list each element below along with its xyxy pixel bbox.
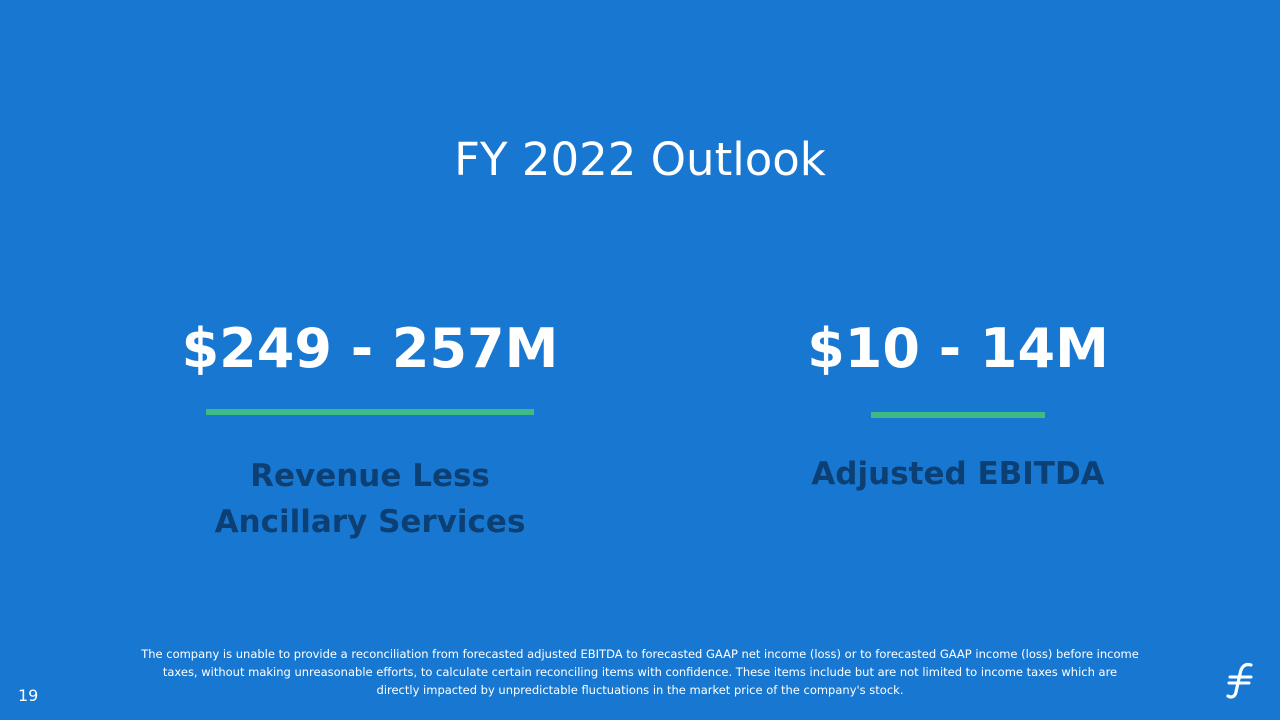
revenue-metric: $249 - 257M Revenue Less Ancillary Servi… (150, 318, 590, 545)
slide-title: FY 2022 Outlook (454, 133, 826, 186)
company-logo-icon (1224, 660, 1258, 700)
revenue-label: Revenue Less Ancillary Services (214, 458, 526, 540)
logo-mark-icon (1226, 662, 1253, 699)
ebitda-metric: $10 - 14M Adjusted EBITDA (778, 318, 1138, 497)
revenue-divider (206, 409, 534, 415)
footnote: The company is unable to provide a recon… (141, 647, 1139, 697)
ebitda-divider (871, 412, 1045, 418)
ebitda-value: $10 - 14M (807, 317, 1109, 380)
ebitda-label: Adjusted EBITDA (811, 456, 1105, 492)
revenue-value: $249 - 257M (181, 317, 559, 380)
page-number: 19 (18, 686, 39, 705)
